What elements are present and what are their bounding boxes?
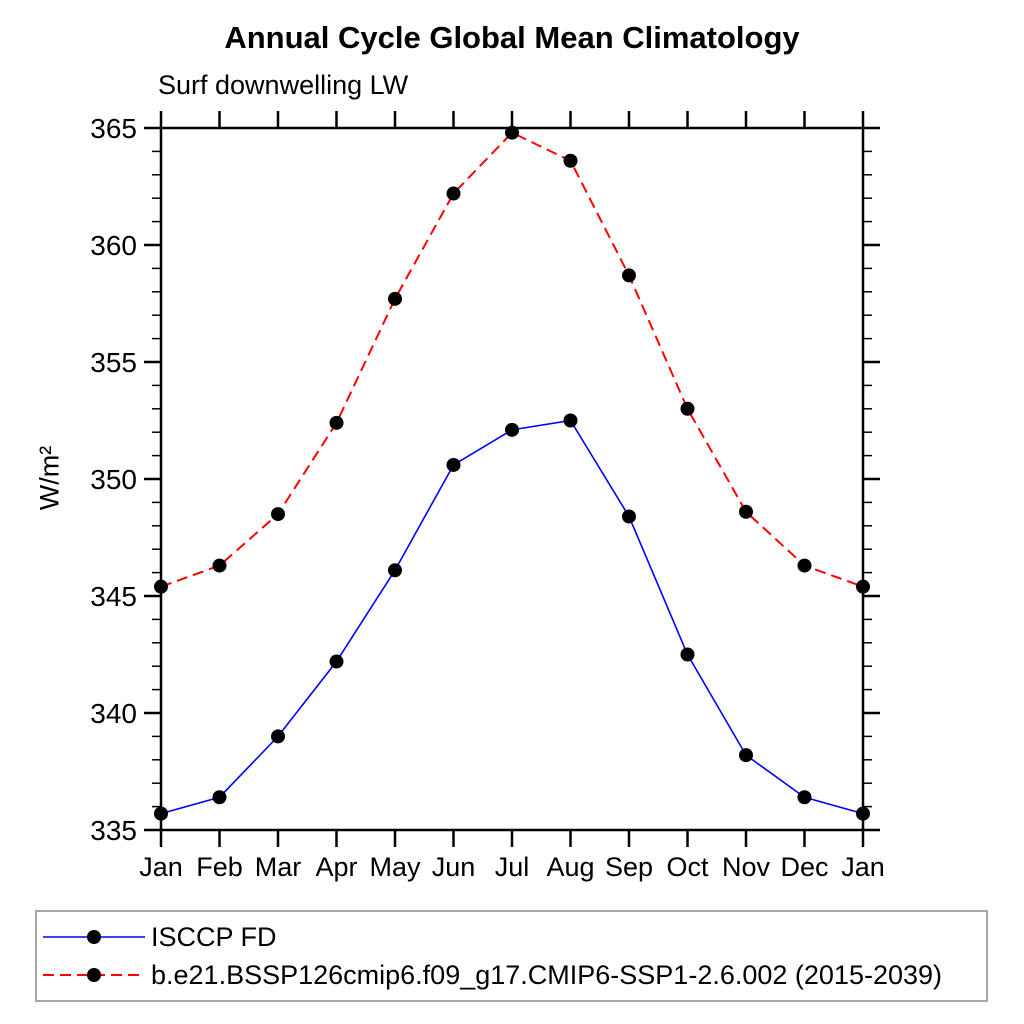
data-point-marker <box>856 579 870 594</box>
x-tick-label: Dec <box>780 852 828 882</box>
data-point-marker <box>856 806 870 821</box>
data-point-marker <box>154 806 168 821</box>
x-tick-label: Nov <box>722 852 771 882</box>
legend-item-0: ISCCP FD <box>37 918 986 956</box>
data-point-marker <box>505 125 519 140</box>
data-point-marker <box>271 507 285 522</box>
y-tick-label: 355 <box>90 347 137 378</box>
axis-frame <box>159 126 865 832</box>
legend-label-1: b.e21.BSSP126cmip6.f09_g17.CMIP6-SSP1-2.… <box>151 959 943 990</box>
data-point-marker <box>739 504 753 519</box>
x-tick-label: Jan <box>841 852 885 882</box>
data-point-marker <box>563 413 578 428</box>
y-tick-label: 340 <box>90 698 137 729</box>
legend-marker-sample <box>87 968 101 982</box>
data-point-marker <box>622 268 636 283</box>
data-point-marker <box>622 509 636 524</box>
data-point-marker <box>563 153 578 168</box>
x-tick-label: Jun <box>432 852 476 882</box>
legend-box: ISCCP FD b.e21.BSSP126cmip6.f09_g17.CMIP6… <box>35 910 988 1002</box>
data-point-marker <box>329 415 344 430</box>
x-tick-label: Apr <box>315 852 357 882</box>
y-tick-label: 365 <box>90 113 137 144</box>
data-point-marker <box>446 457 461 472</box>
x-tick-label: Sep <box>605 852 653 882</box>
data-point-marker <box>797 558 812 573</box>
data-point-marker <box>680 647 695 662</box>
data-point-marker <box>680 401 695 416</box>
data-point-marker <box>271 729 285 744</box>
x-tick-label: Aug <box>546 852 594 882</box>
x-tick-label: Oct <box>666 852 709 882</box>
data-point-marker <box>388 563 402 578</box>
y-tick-label: 360 <box>90 230 137 261</box>
data-point-marker <box>388 291 402 306</box>
data-point-marker <box>212 558 227 573</box>
data-point-marker <box>154 579 168 594</box>
x-tick-label: Mar <box>255 852 302 882</box>
x-tick-label: Jan <box>139 852 183 882</box>
chart-title: Annual Cycle Global Mean Climatology <box>224 20 800 55</box>
series-line-0 <box>160 419 864 815</box>
x-tick-label: May <box>369 852 421 882</box>
data-point-marker <box>797 790 812 805</box>
series-line-1 <box>160 131 864 588</box>
legend-label-0: ISCCP FD <box>151 921 277 952</box>
chart-subtitle: Surf downwelling LW <box>158 70 409 100</box>
data-point-marker <box>212 790 227 805</box>
legend-item-1: b.e21.BSSP126cmip6.f09_g17.CMIP6-SSP1-2.… <box>37 956 986 994</box>
data-point-marker <box>739 748 753 763</box>
y-tick-label: 335 <box>90 815 137 846</box>
x-tick-label: Feb <box>196 852 243 882</box>
data-point-marker <box>505 422 519 437</box>
x-tick-label: Jul <box>495 852 530 882</box>
y-tick-label: 345 <box>90 581 137 612</box>
y-tick-label: 350 <box>90 464 137 495</box>
data-point-marker <box>329 654 344 669</box>
data-point-marker <box>446 186 461 201</box>
legend-swatch-0 <box>43 930 145 944</box>
legend-swatch-1 <box>43 968 145 982</box>
legend-marker-sample <box>87 930 101 944</box>
